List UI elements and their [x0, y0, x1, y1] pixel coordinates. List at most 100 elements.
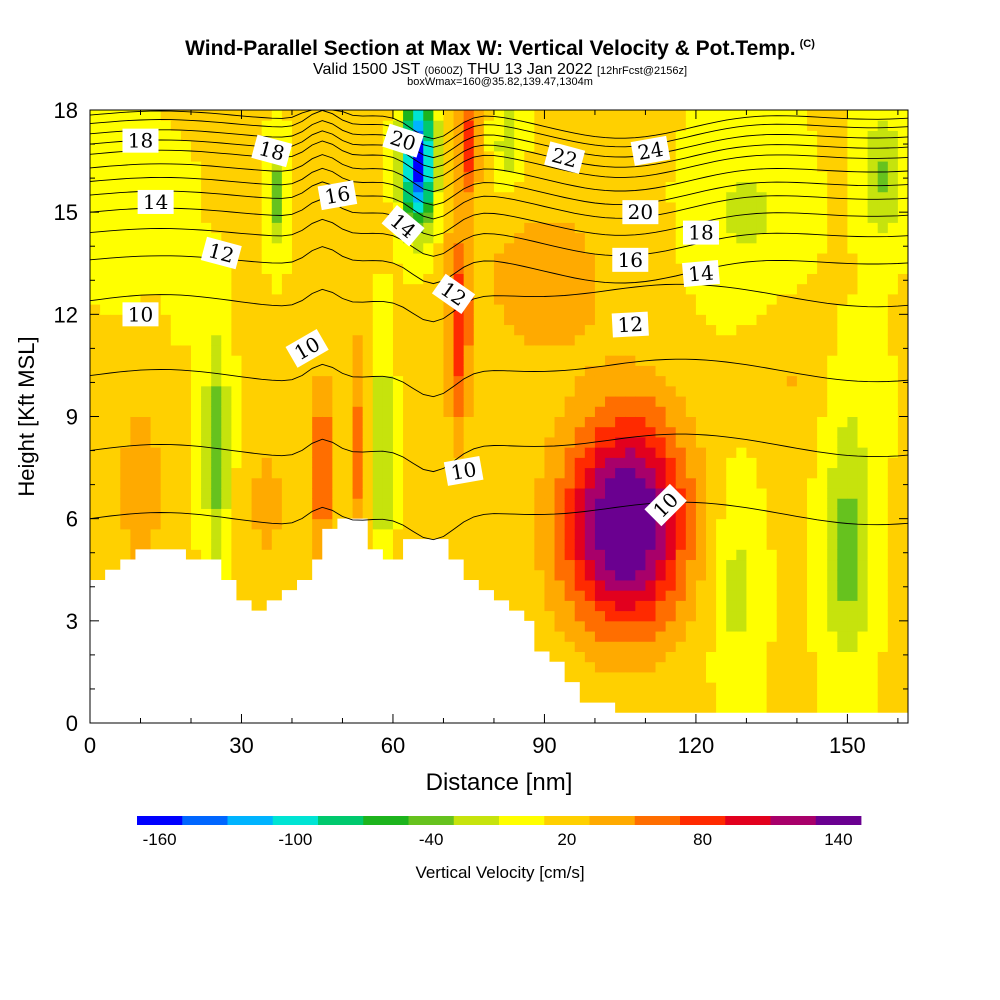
velocity-cell	[867, 620, 879, 632]
velocity-cell	[302, 293, 313, 305]
velocity-cell	[534, 579, 545, 591]
velocity-cell	[655, 416, 667, 428]
velocity-cell	[675, 467, 687, 479]
velocity-cell	[857, 150, 869, 162]
velocity-cell	[746, 702, 758, 714]
velocity-cell	[706, 426, 717, 438]
velocity-cell	[322, 436, 333, 448]
velocity-cell	[544, 293, 556, 305]
velocity-cell	[625, 273, 636, 285]
velocity-cell	[796, 518, 808, 530]
velocity-cell	[433, 518, 444, 530]
velocity-cell	[594, 651, 606, 663]
velocity-cell	[463, 539, 475, 550]
velocity-cell	[605, 447, 616, 458]
velocity-cell	[483, 436, 495, 448]
velocity-cell	[463, 528, 475, 540]
velocity-cell	[493, 171, 505, 183]
velocity-cell	[756, 467, 768, 479]
velocity-cell	[796, 436, 808, 448]
velocity-cell	[423, 283, 434, 295]
velocity-cell	[786, 365, 798, 377]
velocity-cell	[150, 273, 162, 285]
velocity-cell	[665, 355, 677, 366]
velocity-cell	[261, 344, 273, 356]
theta-label-text: 14	[687, 260, 714, 286]
velocity-cell	[120, 150, 131, 162]
velocity-cell	[665, 375, 677, 387]
velocity-cell	[231, 385, 242, 397]
velocity-cell	[655, 222, 667, 234]
velocity-cell	[241, 161, 253, 172]
velocity-cell	[483, 324, 495, 336]
velocity-cell	[201, 283, 212, 295]
velocity-cell	[897, 334, 909, 346]
velocity-cell	[695, 600, 707, 612]
velocity-cell	[625, 232, 636, 244]
velocity-cell	[594, 477, 606, 489]
velocity-cell	[897, 549, 909, 561]
velocity-cell	[413, 304, 424, 315]
velocity-cell	[120, 232, 131, 244]
velocity-cell	[594, 671, 606, 683]
velocity-cell	[433, 488, 444, 499]
velocity-cell	[100, 130, 111, 142]
velocity-cell	[302, 222, 313, 234]
velocity-cell	[483, 171, 495, 183]
velocity-cell	[766, 539, 778, 550]
velocity-cell	[605, 416, 616, 428]
velocity-cell	[837, 426, 848, 438]
velocity-cell	[120, 385, 131, 397]
velocity-cell	[897, 385, 909, 397]
velocity-cell	[615, 559, 626, 571]
velocity-cell	[241, 242, 253, 254]
theta-label-text: 16	[323, 181, 352, 209]
velocity-cell	[352, 273, 364, 285]
velocity-cell	[392, 518, 404, 530]
velocity-cell	[796, 528, 808, 540]
velocity-cell	[584, 528, 596, 540]
velocity-cell	[736, 334, 747, 346]
velocity-cell	[645, 385, 657, 397]
velocity-cell	[746, 477, 758, 489]
velocity-cell	[281, 518, 293, 530]
theta-contour-label: 18	[122, 128, 159, 153]
velocity-cell	[746, 498, 758, 509]
velocity-cell	[221, 140, 232, 152]
velocity-cell	[857, 436, 869, 448]
velocity-cell	[726, 201, 737, 213]
velocity-cell	[786, 201, 798, 213]
velocity-cell	[372, 477, 384, 489]
velocity-cell	[766, 150, 778, 162]
velocity-cell	[403, 436, 414, 448]
velocity-cell	[524, 436, 535, 448]
velocity-cell	[807, 498, 818, 509]
velocity-cell	[827, 304, 838, 315]
velocity-cell	[716, 569, 727, 581]
velocity-cell	[392, 436, 404, 448]
velocity-cell	[312, 375, 323, 387]
velocity-cell	[403, 447, 414, 458]
velocity-cell	[504, 549, 515, 561]
velocity-cell	[675, 304, 687, 315]
velocity-cell	[463, 488, 475, 499]
velocity-cell	[392, 467, 404, 479]
velocity-cell	[655, 293, 667, 305]
velocity-cell	[847, 293, 859, 305]
velocity-cell	[746, 457, 758, 469]
velocity-cell	[807, 406, 818, 417]
velocity-cell	[695, 171, 707, 183]
velocity-cell	[786, 355, 798, 366]
velocity-cell	[352, 130, 364, 142]
velocity-cell	[796, 661, 808, 673]
velocity-cell	[786, 488, 798, 499]
velocity-cell	[261, 590, 273, 601]
velocity-cell	[706, 447, 717, 458]
velocity-cell	[857, 140, 869, 152]
velocity-cell	[594, 600, 606, 612]
velocity-cell	[615, 436, 626, 448]
velocity-cell	[817, 569, 828, 581]
velocity-cell	[817, 702, 828, 714]
velocity-cell	[241, 406, 253, 417]
velocity-cell	[271, 426, 283, 438]
